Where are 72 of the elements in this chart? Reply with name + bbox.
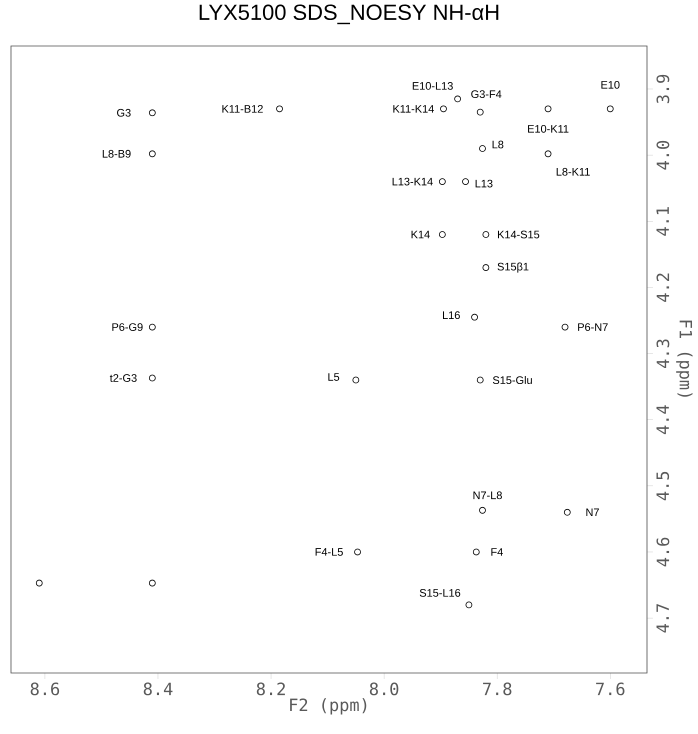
point [544,105,552,112]
x-tick-label: 7.8 [483,682,512,696]
y-tick-label: 4.3 [656,340,670,368]
annotation: K11-K14 [393,105,434,113]
point [148,109,156,116]
point [472,548,480,556]
point [479,145,486,152]
annotation: P6-G9 [112,323,143,331]
annotation: L8-K11 [556,168,590,176]
y-tick-label: 4.6 [656,538,670,566]
annotation: L13 [476,180,493,188]
y-tick-label: 4.5 [656,472,670,500]
point [352,376,360,384]
point [148,374,156,382]
y-tick-label: 4.2 [656,274,670,302]
point [440,105,447,112]
annotation: E10-L13 [412,82,453,90]
point [471,314,478,321]
point [462,178,469,185]
point [482,231,490,238]
annotation: G3 [117,108,131,117]
annotation: S15-L16 [420,589,460,597]
annotation: N7-L8 [473,491,502,500]
annotation: S15β1 [498,262,528,273]
annotation: G3-F4 [471,90,502,98]
point [544,150,552,158]
annotation: S15-Glu [492,376,532,384]
point [36,580,43,586]
annotation: F4-L5 [316,548,343,556]
point [354,548,361,556]
annotation: t2-G3 [110,374,137,382]
point [562,324,568,330]
point [482,264,490,271]
x-axis-title: F2 (ppm) [290,698,366,715]
point [276,105,283,112]
y-tick-label: 4.7 [656,604,669,633]
annotation: L5 [328,373,340,381]
y-tick-label: 4.1 [656,207,669,236]
annotation: P6-N7 [578,323,608,331]
point [148,150,156,158]
point [466,601,472,608]
annotation: K14 [412,230,430,238]
annotation: L8-B9 [102,150,131,158]
annotation: E10-K11 [528,124,568,133]
point [476,376,484,384]
y-tick-label: 4.4 [656,405,669,434]
point [148,324,156,330]
point [479,506,486,514]
annotation: L8 [492,140,504,148]
x-tick-label: 7.6 [596,682,624,696]
point [454,96,461,102]
y-tick-label: 4.0 [656,140,670,170]
annotation: K11-B12 [222,105,263,113]
point [476,108,484,116]
annotation: N7 [586,508,599,516]
chart-title: LYX5100 SDS_NOESY NH-αH [200,4,498,24]
point [148,580,156,586]
x-tick-label: 8.4 [144,682,172,696]
point [606,105,614,112]
annotation: K14-S15 [498,230,540,238]
x-tick-label: 8.2 [256,682,285,696]
point [564,508,571,516]
x-tick-label: 8.0 [370,682,398,696]
annotation: L16 [442,311,460,320]
point [438,231,446,238]
x-tick-label: 8.6 [30,682,60,696]
annotation: L13-K14 [392,178,433,186]
annotation: E10 [601,80,620,89]
y-axis-title: F1 (ppm) [676,320,693,397]
point [438,178,446,185]
y-tick-label: 3.9 [656,74,670,104]
annotation: F4 [491,548,503,556]
